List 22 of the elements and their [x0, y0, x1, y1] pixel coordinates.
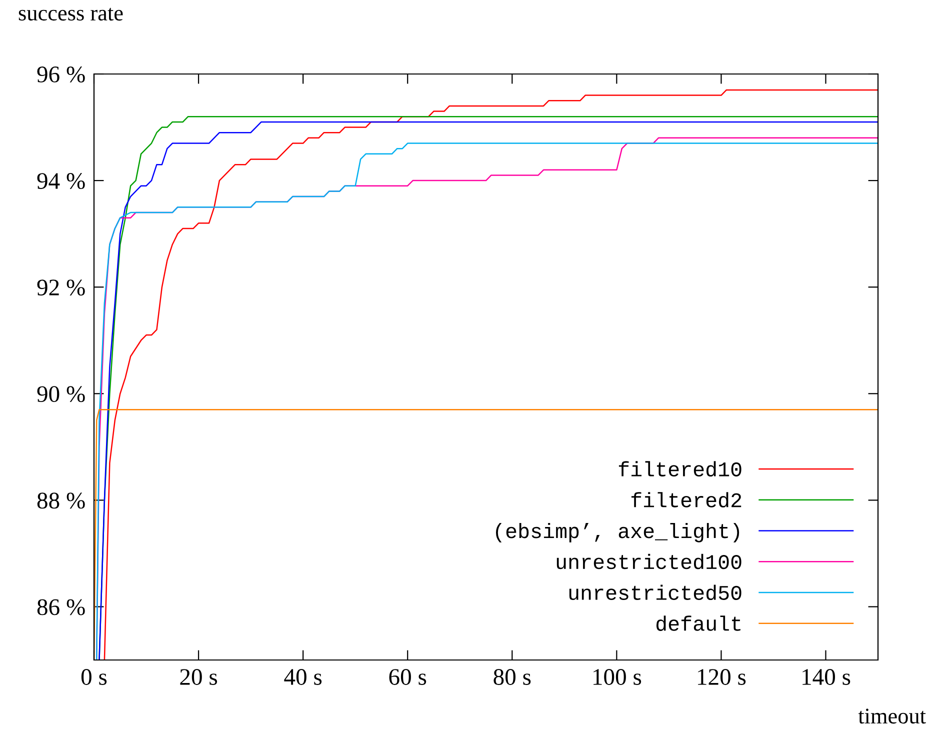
x-axis-title: timeout	[858, 708, 926, 724]
x-tick-label: 140 s	[802, 669, 850, 685]
x-tick-label: 80 s	[494, 669, 531, 685]
legend-label: filtered10	[618, 461, 742, 477]
x-tick-label: 0 s	[81, 669, 107, 685]
legend-label: (ebsimp’, axe_light)	[496, 522, 740, 542]
x-tick-label: 100 s	[593, 669, 642, 685]
y-tick-label: 86 %	[37, 599, 85, 616]
x-tick-label: 40 s	[284, 669, 322, 685]
legend-label: unrestricted50	[569, 584, 742, 600]
legend-label: default	[656, 616, 740, 631]
y-tick-label: 90 %	[37, 386, 85, 402]
y-tick-label: 96 %	[37, 66, 85, 82]
x-tick-label: 20 s	[180, 669, 218, 685]
x-tick-label: 60 s	[389, 669, 426, 685]
y-tick-label: 92 %	[37, 280, 85, 296]
y-axis-title: success rate	[18, 8, 123, 21]
y-tick-label: 88 %	[37, 492, 85, 509]
legend-label: filtered2	[631, 492, 742, 508]
legend-label: unrestricted100	[556, 554, 742, 570]
x-tick-label: 120 s	[698, 669, 746, 685]
y-tick-label: 94 %	[37, 173, 85, 190]
